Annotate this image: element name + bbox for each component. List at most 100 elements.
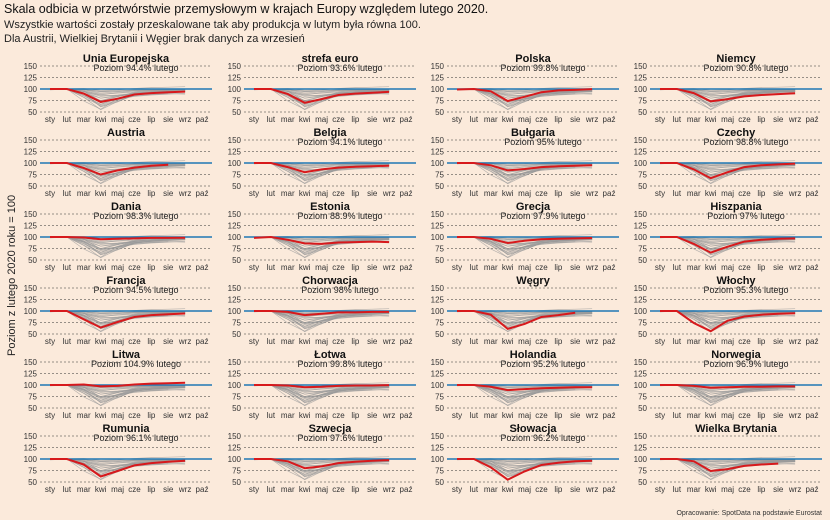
y-tick-label: 150 (431, 358, 445, 367)
panel-title: Estonia (310, 201, 351, 213)
y-tick-label: 100 (634, 159, 648, 168)
y-tick-label: 50 (638, 256, 647, 265)
x-tick-label: cze (332, 115, 345, 124)
y-tick-label: 125 (634, 222, 648, 231)
x-tick-label: sty (249, 189, 259, 198)
y-tick-label: 125 (431, 296, 445, 305)
panel: Unia Europejska 50 75 100 125 150 Poziom 94.4%… (24, 53, 212, 124)
panel-title: Hiszpania (710, 201, 762, 213)
y-tick-label: 75 (638, 171, 647, 180)
highlight-series-line (660, 384, 796, 389)
x-tick-label: lip (757, 115, 766, 124)
x-tick-label: cze (738, 189, 751, 198)
x-tick-label: lip (757, 485, 766, 494)
x-tick-label: lip (554, 337, 563, 346)
x-tick-label: mar (484, 411, 498, 420)
x-tick-label: maj (518, 411, 531, 420)
x-tick-label: cze (738, 115, 751, 124)
y-tick-label: 75 (638, 467, 647, 476)
x-tick-label: wrz (585, 189, 598, 198)
x-tick-label: paź (400, 189, 413, 198)
y-tick-label: 75 (638, 97, 647, 106)
x-tick-label: paź (806, 115, 819, 124)
x-tick-label: kwi (502, 189, 514, 198)
x-tick-label: cze (738, 263, 751, 272)
x-tick-label: sie (163, 337, 174, 346)
panel-title: Wielka Brytania (695, 423, 778, 435)
x-tick-label: cze (128, 485, 141, 494)
x-tick-label: maj (111, 485, 124, 494)
background-series-line (660, 88, 796, 111)
y-tick-label: 150 (24, 284, 38, 293)
y-tick-label: 50 (638, 182, 647, 191)
y-tick-label: 100 (24, 455, 38, 464)
y-tick-label: 150 (634, 432, 648, 441)
x-tick-label: wrz (585, 337, 598, 346)
x-tick-label: lut (267, 115, 276, 124)
x-tick-label: kwi (502, 411, 514, 420)
x-tick-label: sie (367, 115, 378, 124)
y-tick-label: 150 (228, 284, 242, 293)
x-tick-label: lip (147, 411, 156, 420)
x-tick-label: lut (267, 189, 276, 198)
background-series-line (660, 458, 796, 477)
y-tick-label: 50 (232, 256, 241, 265)
level-annotation: Poziom 97.6% lutego (297, 433, 382, 443)
panel: Dania 50 75 100 125 150 Poziom 98.3% lutego sty… (24, 201, 212, 272)
x-tick-label: lip (147, 189, 156, 198)
y-tick-label: 100 (431, 233, 445, 242)
x-tick-label: paź (603, 411, 616, 420)
y-tick-label: 125 (228, 148, 242, 157)
highlight-series-line (50, 381, 186, 388)
x-tick-label: lip (554, 485, 563, 494)
x-tick-label: sie (773, 189, 784, 198)
x-tick-label: mar (484, 189, 498, 198)
y-tick-label: 100 (634, 455, 648, 464)
x-tick-label: cze (738, 411, 751, 420)
x-tick-label: lut (673, 189, 682, 198)
y-tick-label: 50 (232, 182, 241, 191)
y-tick-label: 125 (24, 296, 38, 305)
background-series-line (457, 236, 593, 255)
x-tick-label: sty (45, 115, 55, 124)
x-tick-label: paź (400, 263, 413, 272)
panel-title: Szwecja (309, 423, 353, 435)
x-tick-label: wrz (788, 189, 801, 198)
y-tick-label: 100 (431, 381, 445, 390)
y-tick-label: 125 (228, 370, 242, 379)
x-tick-label: sty (452, 485, 462, 494)
x-tick-label: lut (470, 485, 479, 494)
x-tick-label: lip (351, 411, 360, 420)
y-tick-label: 100 (431, 159, 445, 168)
x-tick-label: lip (757, 189, 766, 198)
x-tick-label: wrz (382, 411, 395, 420)
x-tick-label: paź (196, 189, 209, 198)
x-tick-label: paź (196, 263, 209, 272)
x-tick-label: kwi (299, 485, 311, 494)
x-tick-label: kwi (95, 263, 107, 272)
highlight-series-line (254, 310, 390, 317)
y-tick-label: 75 (232, 245, 241, 254)
x-tick-label: mar (281, 411, 295, 420)
background-series-line (660, 384, 796, 403)
x-tick-label: lip (554, 189, 563, 198)
panel: Łotwa 50 75 100 125 150 Poziom 99.8% lutego sty… (228, 349, 416, 420)
background-series-line (457, 88, 593, 107)
highlight-series-line (254, 458, 390, 470)
x-tick-label: sty (452, 337, 462, 346)
panel: Czechy 50 75 100 125 150 Poziom 98.8% lutego st… (634, 127, 822, 198)
y-tick-label: 125 (634, 148, 648, 157)
x-tick-label: cze (128, 115, 141, 124)
y-tick-label: 150 (634, 62, 648, 71)
x-tick-label: lip (147, 485, 156, 494)
x-tick-label: wrz (585, 485, 598, 494)
x-tick-label: cze (535, 485, 548, 494)
x-tick-label: sie (163, 263, 174, 272)
x-tick-label: sie (367, 411, 378, 420)
background-series-line (50, 384, 186, 407)
panel-title: Grecja (516, 201, 551, 213)
x-tick-label: wrz (788, 263, 801, 272)
y-tick-label: 100 (634, 307, 648, 316)
y-tick-label: 150 (24, 136, 38, 145)
x-tick-label: lip (351, 485, 360, 494)
